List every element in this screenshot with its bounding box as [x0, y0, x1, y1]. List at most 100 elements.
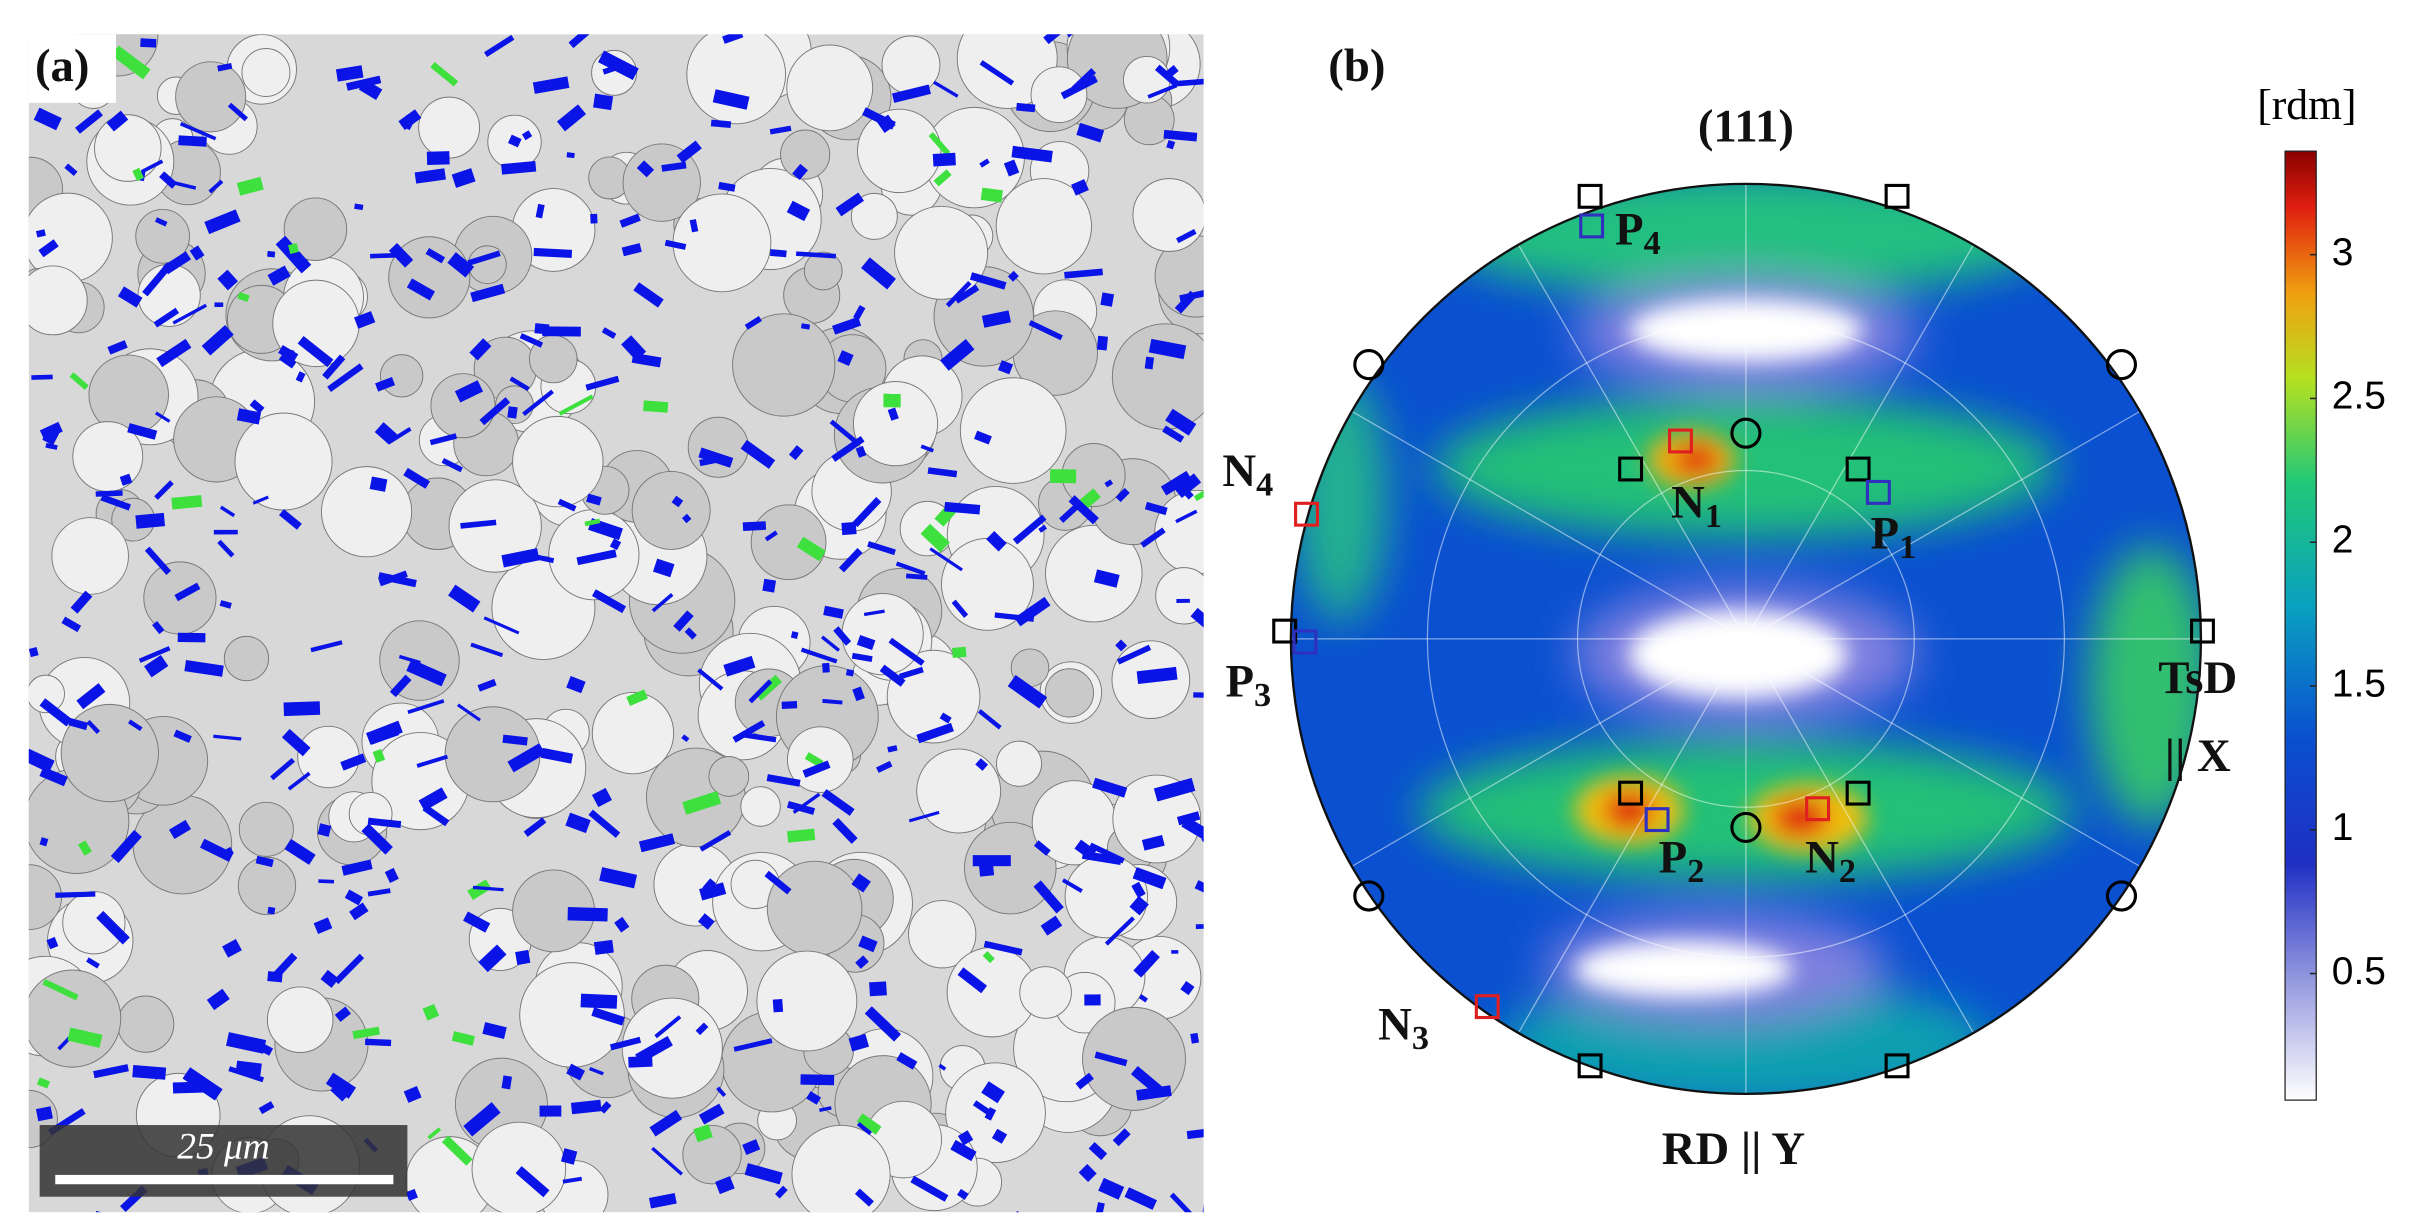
phase-patch [1078, 1163, 1097, 1182]
marker-letter: P [1225, 655, 1254, 707]
phase-patch [1081, 850, 1122, 865]
phase-patch [501, 548, 540, 568]
phase-patch [838, 548, 863, 573]
phase-patch [699, 882, 727, 901]
marker-square [1579, 213, 1605, 239]
phase-patch [584, 518, 601, 527]
phase-patch [766, 774, 801, 787]
phase-patch [879, 664, 906, 687]
phase-patch [823, 605, 844, 619]
phase-patch [46, 936, 59, 950]
phase-patch [887, 407, 899, 421]
phase-patch [335, 65, 364, 82]
phase-patch [539, 1105, 562, 1117]
phase-patch [1040, 915, 1063, 936]
phase-patch [981, 1081, 1005, 1104]
phase-patch [69, 372, 89, 390]
grain [283, 197, 348, 261]
grain [135, 208, 190, 264]
phase-patch [482, 1022, 507, 1039]
phase-patch [994, 612, 1035, 622]
phase-patch [800, 323, 811, 330]
phase-patch [787, 828, 816, 843]
grain [916, 748, 1002, 834]
grain [175, 61, 247, 133]
phase-patch [406, 278, 435, 301]
phase-patch [565, 812, 591, 834]
phase-patch [1104, 479, 1114, 488]
phase-patch [451, 1031, 475, 1046]
phase-patch [855, 955, 869, 969]
phase-patch [279, 509, 302, 530]
phase-patch [806, 1091, 822, 1105]
phase-patch [86, 719, 101, 734]
grid-spoke [1517, 244, 1747, 640]
phase-patch [463, 1102, 501, 1137]
marker-square [1884, 1053, 1910, 1079]
phase-patch [1088, 1142, 1108, 1161]
phase-patch [715, 1176, 735, 1195]
phase-patch [284, 838, 316, 865]
grain [1154, 489, 1204, 575]
phase-patch [905, 573, 928, 580]
phase-patch [477, 678, 497, 692]
phase-patch [213, 734, 242, 741]
grain [1044, 668, 1094, 718]
marker-letter: P [1659, 831, 1688, 883]
phase-patch [39, 698, 73, 727]
phase-patch [636, 160, 655, 178]
phase-patch [507, 743, 546, 773]
phase-patch [1193, 692, 1204, 699]
phase-patch [972, 1100, 995, 1118]
phase-patch [1174, 473, 1202, 499]
phase-patch [42, 979, 79, 1001]
phase-patch [341, 859, 373, 876]
phase-patch [1175, 509, 1198, 524]
phase-patch [855, 445, 867, 458]
phase-patch [566, 152, 575, 159]
phase-patch [1190, 1032, 1200, 1044]
phase-patch [283, 701, 321, 717]
phase-patch [460, 519, 497, 529]
phase-patch [599, 1101, 612, 1114]
phase-patch [252, 495, 269, 505]
grid-spoke [1745, 638, 2141, 867]
phase-patch [1131, 881, 1146, 899]
grain [894, 205, 989, 300]
phase-patch [772, 998, 784, 1013]
grain [803, 251, 843, 291]
phase-patch [93, 1064, 129, 1079]
phase-patch [764, 530, 778, 542]
phase-patch [673, 610, 694, 632]
phase-patch [590, 213, 598, 224]
phase-patch [621, 335, 647, 361]
phase-patch [699, 830, 732, 852]
phase-patch [227, 102, 248, 122]
marker-square [1577, 1053, 1603, 1079]
phase-patch [1136, 666, 1178, 685]
phase-patch [426, 151, 450, 165]
phase-patch [1100, 292, 1115, 307]
phase-patch [533, 247, 573, 258]
phase-patch [676, 140, 702, 164]
scale-bar-bg [39, 1125, 408, 1197]
marker-label: P4 [1615, 203, 1661, 262]
phase-patch [1064, 268, 1104, 279]
colorbar-label: [rdm] [2257, 81, 2356, 129]
grain [60, 703, 159, 803]
phase-patch [822, 662, 830, 673]
pole-figure [1290, 183, 2201, 1094]
phase-patch [742, 521, 767, 532]
phase-patch [281, 728, 311, 757]
phase-patch [470, 283, 506, 303]
phase-patch [39, 837, 49, 847]
phase-patch [712, 89, 750, 110]
phase-patch [1092, 777, 1128, 798]
phase-patch [414, 168, 446, 184]
phase-patch [519, 333, 544, 348]
phase-patch [916, 722, 954, 744]
phase-patch [349, 902, 369, 921]
phase-patch [1153, 777, 1196, 802]
grain [28, 674, 66, 714]
